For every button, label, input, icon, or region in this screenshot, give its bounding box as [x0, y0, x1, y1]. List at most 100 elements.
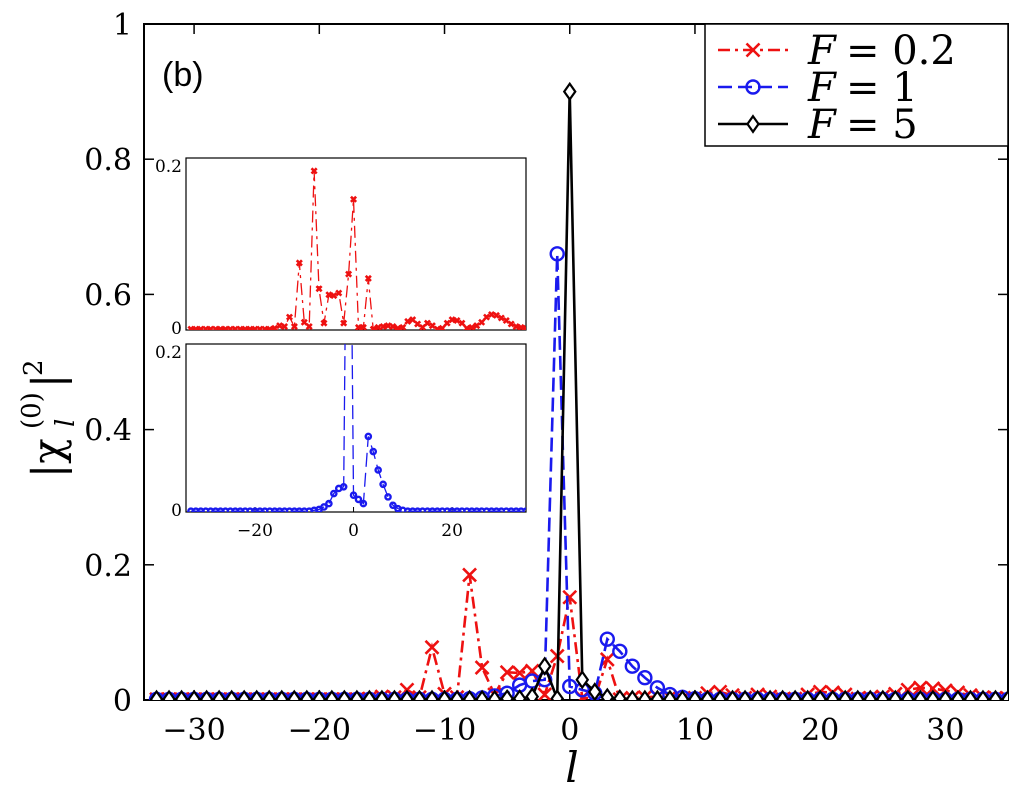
y-axis-title-superscript: (0) [17, 392, 47, 429]
inset-1-series-point [458, 319, 466, 327]
inset-1-series-point [310, 167, 318, 175]
inset-bottom-background [185, 343, 527, 513]
series-3-point [938, 689, 953, 700]
series-3-point [349, 689, 364, 700]
inset-1-series-point [295, 259, 303, 267]
inset-1-series-point [483, 313, 491, 321]
legend-entry-3: F = 5 [718, 102, 918, 148]
series-3-point [612, 688, 627, 700]
inset-1-series-point [394, 324, 402, 330]
series-3-point [475, 689, 489, 700]
inset-1-series-point [369, 325, 377, 330]
series-3-point [337, 689, 352, 700]
inset-1-series-point [290, 323, 298, 330]
inset-1-series-point [364, 274, 372, 282]
series-3-point [688, 689, 702, 700]
series-3-point [425, 689, 439, 700]
inset-1-series-point [399, 323, 407, 330]
inset-1-series-point [433, 325, 441, 330]
y-tick-label: 0.2 [84, 549, 132, 584]
inset-2-series-point [369, 447, 378, 456]
series-3-point [237, 689, 252, 700]
series-2-point [549, 246, 565, 262]
legend-entry-1: F = 0.2 [718, 28, 956, 74]
inset-1-series-point [345, 270, 353, 278]
x-tick-label: 10 [676, 713, 714, 748]
inset-1-series-point [409, 316, 417, 324]
legend-label-symbol: F [807, 102, 837, 148]
series-1-point [912, 680, 928, 696]
series-3-point [713, 689, 727, 700]
series-3-point [174, 689, 189, 700]
series-3-point [650, 689, 665, 700]
series-3-point [775, 689, 790, 700]
inset-1-series-point [325, 291, 333, 299]
series-3-point [738, 689, 752, 700]
series-3-point [562, 81, 577, 102]
legend: F = 0.2F = 1F = 5 [704, 23, 1009, 148]
series-1-point [512, 665, 528, 681]
series-3-point [625, 689, 640, 700]
x-tick-label: 0 [560, 713, 579, 748]
series-3-point [725, 689, 740, 700]
y-tick-label: 0 [113, 684, 132, 719]
series-3-point [500, 688, 515, 700]
inset-1-series-point [463, 324, 471, 330]
inset-bottom-series [187, 344, 526, 512]
inset-1-series-point [478, 318, 486, 326]
inset-x-tick-label: 0 [348, 521, 359, 541]
series-3-point [838, 689, 853, 700]
panel-label: (b) [162, 56, 204, 94]
inset-1-series-point [384, 322, 392, 330]
series-3-point [913, 689, 928, 700]
inset-1-series-point [285, 313, 293, 321]
inset-top-series [187, 167, 526, 330]
series-3-point [863, 689, 878, 700]
legend-label-value: = 5 [846, 102, 918, 148]
inset-1-series-point [315, 285, 323, 293]
x-tick-label: −10 [413, 713, 476, 748]
series-3-point [587, 682, 602, 700]
inset-y-tick-label: 0 [171, 501, 182, 521]
inset-1-series-point [507, 320, 515, 328]
series-3-point [249, 689, 264, 700]
y-tick-label: 0.6 [84, 278, 132, 313]
series-3-point [813, 689, 828, 700]
legend-entry-2: F = 1 [718, 65, 918, 111]
series-3-point [512, 688, 527, 700]
inset-2-series-point [330, 489, 338, 498]
inset-2-series-point [339, 482, 348, 491]
inset-2-series-point [349, 491, 358, 500]
series-3-point [750, 689, 765, 700]
inset-1-series-point [438, 324, 446, 330]
inset-1-series-point [423, 319, 431, 327]
inset-bottom-ticks: 0 0.2 −20 0 20 [155, 343, 463, 541]
legend-marker [745, 42, 761, 58]
inset-1-series-point [492, 311, 500, 319]
series-3-point [450, 689, 464, 700]
inset-1-series-point [379, 323, 387, 330]
series-3-point [800, 689, 815, 700]
series-3-point [600, 687, 615, 700]
series-3-point [400, 689, 414, 700]
inset-1-series-point [468, 323, 476, 330]
series-3-point [412, 689, 427, 700]
inset-2-series-point [354, 495, 363, 504]
inset-1-series-point [330, 292, 338, 300]
series-3-point [700, 689, 715, 700]
inset-2-series-point [389, 501, 397, 510]
inset-1-series-point [374, 323, 382, 330]
main-plot-frame [143, 23, 1009, 701]
series-3-point [224, 689, 239, 700]
series-1-point [499, 664, 515, 680]
main-axis-ticks: −30 −20 −10 0 10 20 30 0 0.2 0.4 0.6 0.8 1 [84, 8, 1008, 748]
series-3-point [375, 689, 389, 700]
inset-1-series-point [300, 318, 308, 326]
series-1-point [562, 589, 578, 605]
inset-y-tick-label: 0.2 [155, 157, 182, 177]
series-3-point [287, 689, 302, 700]
series-3-point [199, 689, 214, 700]
x-tick-label: −30 [162, 713, 225, 748]
series-3-point [825, 689, 840, 700]
inset-1-series-point [487, 311, 496, 319]
